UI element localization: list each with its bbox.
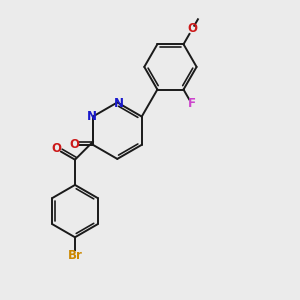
Text: N: N: [113, 97, 124, 110]
Text: O: O: [188, 22, 198, 35]
Text: O: O: [51, 142, 61, 155]
Text: Br: Br: [68, 249, 82, 262]
Text: N: N: [87, 110, 97, 123]
Text: F: F: [188, 98, 196, 110]
Text: O: O: [69, 138, 80, 151]
